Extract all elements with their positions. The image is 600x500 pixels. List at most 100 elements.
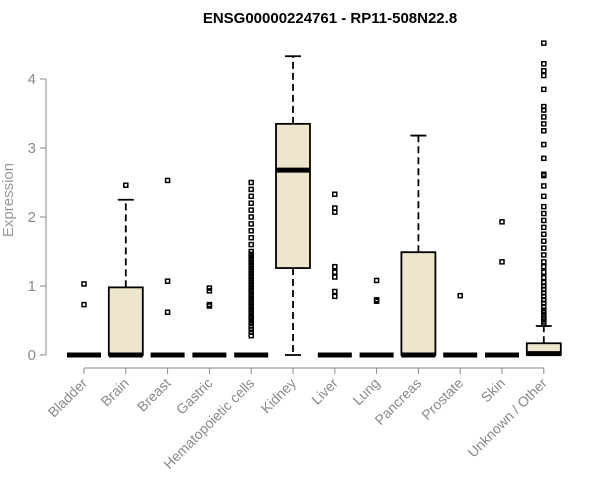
box-group — [485, 219, 519, 358]
box — [275, 122, 311, 269]
outlier-point — [206, 301, 213, 308]
outlier-point — [541, 224, 547, 231]
x-tick-label: Lung — [349, 375, 382, 408]
outlier-point — [248, 241, 254, 248]
outlier-point — [541, 103, 547, 110]
outlier-point — [332, 274, 338, 280]
outlier-point — [541, 40, 547, 46]
outlier-point — [499, 219, 505, 225]
outlier-point — [248, 273, 254, 280]
outlier-point — [248, 262, 254, 269]
outlier-point — [457, 292, 463, 299]
outlier-point — [541, 312, 547, 318]
outlier-point — [541, 259, 547, 265]
box-group — [443, 292, 478, 358]
outlier-point — [332, 293, 338, 300]
outlier-point — [332, 205, 338, 211]
outlier-point — [248, 298, 254, 304]
box-group — [107, 182, 144, 358]
box-group — [67, 281, 101, 358]
outlier-point — [248, 301, 254, 307]
outlier-point — [248, 234, 254, 241]
outlier-point — [206, 285, 213, 291]
outlier-point — [164, 177, 171, 184]
outlier-point — [541, 128, 547, 134]
outlier-point — [248, 292, 254, 299]
outlier-point — [373, 297, 380, 303]
outlier-point — [541, 67, 547, 74]
outlier-point — [541, 210, 547, 217]
outlier-point — [248, 312, 254, 318]
outlier-point — [248, 214, 254, 220]
outlier-point — [248, 200, 254, 206]
y-axis: 0 1 2 3 4 — [28, 71, 47, 364]
outlier-point — [332, 263, 338, 270]
x-tick-label: Prostate — [418, 375, 466, 423]
outlier-point — [81, 281, 87, 287]
box — [400, 251, 437, 356]
outlier-point — [248, 259, 254, 266]
chart-title: ENSG00000224761 - RP11-508N22.8 — [203, 10, 457, 27]
outlier-point — [541, 269, 547, 275]
outlier-point — [541, 279, 547, 286]
outlier-point — [248, 268, 254, 274]
outlier-point — [248, 270, 254, 277]
x-tick-label: Kidney — [258, 375, 300, 417]
outlier-point — [123, 182, 129, 189]
outlier-point — [248, 287, 254, 293]
outlier-point — [248, 221, 254, 227]
outlier-point — [248, 306, 254, 313]
outlier-point — [541, 86, 547, 93]
outlier-point — [541, 183, 547, 189]
box-group — [275, 55, 311, 356]
box-group — [150, 177, 185, 358]
outlier-point — [541, 274, 547, 281]
x-tick-label: Skin — [478, 375, 509, 406]
outlier-point — [248, 314, 254, 321]
outlier-point — [541, 252, 547, 258]
box-group — [317, 191, 352, 358]
outlier-point — [248, 303, 254, 310]
outlier-point — [248, 193, 254, 200]
box-group — [525, 40, 562, 357]
outlier-point — [499, 259, 505, 265]
outlier-point — [541, 238, 547, 244]
x-tick-label: Brain — [97, 375, 131, 409]
outlier-point — [164, 309, 171, 315]
outlier-point — [332, 191, 338, 197]
outlier-point — [541, 319, 547, 325]
outlier-point — [248, 186, 254, 193]
outlier-point — [541, 141, 547, 148]
box — [107, 286, 144, 356]
outlier-point — [541, 263, 547, 270]
outlier-point — [248, 323, 254, 329]
outlier-point — [248, 228, 254, 234]
outlier-point — [248, 279, 254, 285]
outlier-point — [248, 320, 254, 327]
outlier-point — [248, 248, 254, 255]
outlier-point — [541, 245, 547, 251]
box-group — [234, 179, 269, 358]
outlier-point — [248, 329, 254, 335]
outlier-point — [541, 72, 547, 79]
outlier-point — [541, 61, 547, 67]
outlier-point — [541, 121, 547, 127]
outlier-point — [332, 288, 338, 295]
outlier-point — [81, 301, 87, 308]
box-group — [400, 134, 437, 358]
outlier-point — [248, 254, 254, 260]
x-tick-label: Liver — [308, 375, 341, 408]
y-tick-label: 3 — [28, 140, 36, 157]
box-group — [359, 277, 394, 358]
outlier-point — [248, 284, 254, 291]
outlier-point — [248, 251, 254, 258]
outlier-point — [248, 207, 254, 213]
outlier-point — [248, 179, 254, 186]
x-tick-label: Breast — [134, 375, 174, 415]
outlier-point — [541, 203, 547, 210]
outlier-point — [248, 281, 254, 288]
outlier-point — [541, 193, 547, 200]
outlier-point — [248, 295, 254, 302]
outlier-point — [248, 309, 254, 315]
